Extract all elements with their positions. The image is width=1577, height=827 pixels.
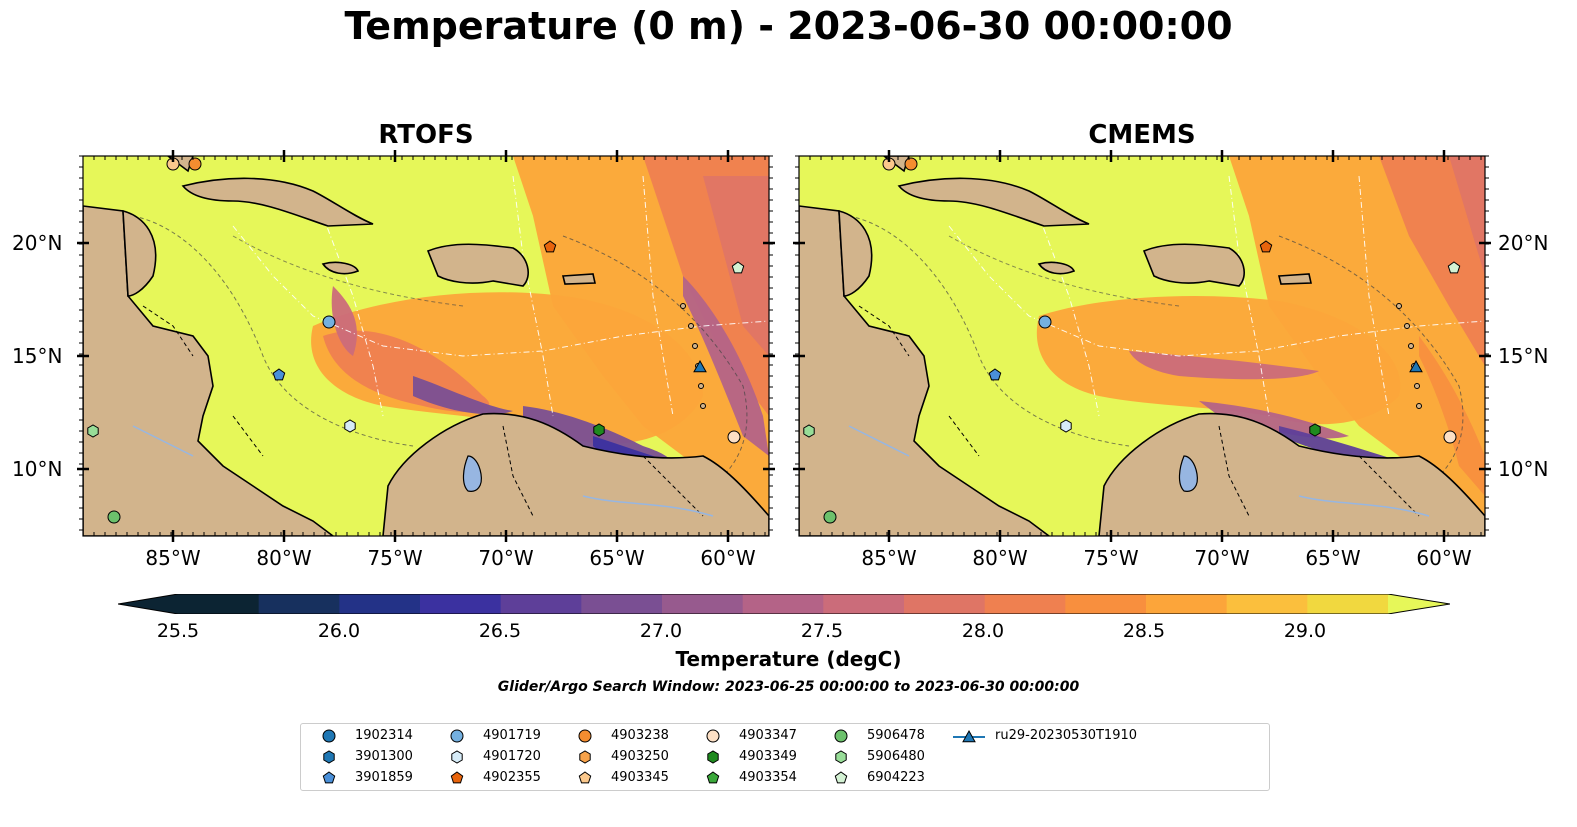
5906480-float-marker	[87, 424, 99, 438]
5906478-float-marker	[823, 510, 837, 524]
legend-marker-icon	[579, 750, 591, 764]
lon-label: 80°W	[256, 546, 312, 570]
lat-label-10n-left: 10°N	[12, 457, 63, 481]
colorbar-tick: 28.5	[1122, 620, 1166, 642]
lat-label-15n-right: 15°N	[1498, 344, 1549, 368]
4901719-float-marker	[1038, 315, 1052, 329]
legend-marker-icon	[322, 729, 336, 743]
3901859-float-marker	[272, 368, 286, 381]
map-panel-rtofs[interactable]	[83, 156, 769, 536]
colorbar-tick: 27.5	[800, 620, 844, 642]
map-panel-cmems[interactable]	[799, 156, 1485, 536]
legend-marker-icon	[706, 729, 720, 743]
4903347-float-marker	[727, 430, 741, 444]
colorbar	[118, 594, 1450, 614]
lon-label: 75°W	[1083, 546, 1139, 570]
legend-marker-icon	[323, 750, 335, 764]
lon-label: 85°W	[861, 546, 917, 570]
lon-label: 70°W	[478, 546, 534, 570]
colorbar-label: Temperature (degC)	[675, 647, 902, 671]
5906480-float-marker	[803, 424, 815, 438]
lon-label: 75°W	[367, 546, 423, 570]
colorbar-tick: 27.0	[639, 620, 683, 642]
colorbar-tick: 25.5	[156, 620, 200, 642]
lon-label: 65°W	[1305, 546, 1361, 570]
legend-marker-icon	[953, 729, 985, 743]
4901720-float-marker	[344, 419, 356, 433]
3901859-float-marker	[988, 368, 1002, 381]
search-window-text: Glider/Argo Search Window: 2023-06-25 00…	[497, 679, 1080, 695]
lon-label: 60°W	[700, 546, 756, 570]
ru29-glider-marker	[693, 359, 707, 373]
legend-marker-icon	[835, 750, 847, 764]
lon-label: 70°W	[1194, 546, 1250, 570]
5906478-float-marker	[107, 510, 121, 524]
panel-title-rtofs: RTOFS	[378, 120, 474, 150]
colorbar-tick: 29.0	[1283, 620, 1327, 642]
4903349-float-marker	[593, 423, 605, 437]
legend-marker-icon	[578, 729, 592, 743]
4903349-float-marker	[1309, 423, 1321, 437]
lon-label: 80°W	[972, 546, 1028, 570]
ru29-glider-marker	[1409, 359, 1423, 373]
colorbar-tick: 26.0	[317, 620, 361, 642]
lon-label: 65°W	[589, 546, 645, 570]
legend: 1902314 3901300 3901859 4901719 4901720 49023…	[300, 723, 1270, 791]
4903238-float-marker	[904, 157, 918, 171]
4902355-float-marker	[1259, 240, 1273, 253]
colorbar-tick: 28.0	[961, 620, 1005, 642]
map-axes	[77, 150, 1491, 542]
legend-marker-icon	[451, 750, 463, 764]
lon-label: 60°W	[1416, 546, 1472, 570]
legend-marker-icon	[450, 729, 464, 743]
panel-title-cmems: CMEMS	[1088, 120, 1196, 150]
lat-label-10n-right: 10°N	[1498, 457, 1549, 481]
legend-marker-icon	[707, 750, 719, 764]
lat-label-20n-right: 20°N	[1498, 231, 1549, 255]
lat-label-15n-left: 15°N	[12, 344, 63, 368]
6904223-float-marker	[1447, 261, 1461, 274]
4901719-float-marker	[322, 315, 336, 329]
figure-title: Temperature (0 m) - 2023-06-30 00:00:00	[344, 4, 1233, 48]
lat-label-20n-left: 20°N	[12, 231, 63, 255]
lon-label: 85°W	[145, 546, 201, 570]
4902355-float-marker	[543, 240, 557, 253]
4901720-float-marker	[1060, 419, 1072, 433]
4903238-float-marker	[188, 157, 202, 171]
6904223-float-marker	[731, 261, 745, 274]
legend-marker-icon	[578, 771, 592, 784]
legend-marker-icon	[322, 771, 336, 784]
legend-marker-icon	[706, 771, 720, 784]
4903347-float-marker	[1443, 430, 1457, 444]
legend-marker-icon	[834, 729, 848, 743]
legend-marker-icon	[834, 771, 848, 784]
colorbar-tick: 26.5	[478, 620, 522, 642]
legend-marker-icon	[450, 771, 464, 784]
